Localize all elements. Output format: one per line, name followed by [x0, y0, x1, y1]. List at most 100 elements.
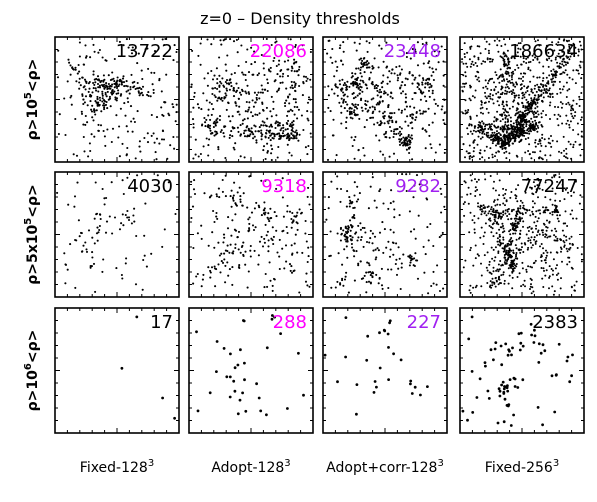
scatter-point [485, 214, 488, 217]
scatter-point [142, 258, 145, 262]
scatter-point [275, 120, 278, 123]
scatter-point [529, 241, 532, 244]
scatter-point [274, 41, 277, 44]
scatter-point [580, 116, 583, 119]
scatter-point [560, 248, 563, 250]
scatter-point [365, 281, 368, 284]
scatter-point [555, 43, 558, 46]
scatter-point [207, 266, 210, 269]
scatter-point [397, 108, 400, 111]
scatter-point [542, 211, 545, 214]
scatter-point [288, 102, 291, 105]
scatter-point [554, 373, 558, 377]
scatter-point [471, 95, 474, 98]
scatter-point [519, 42, 522, 45]
scatter-point [436, 264, 439, 267]
scatter-point [509, 238, 512, 241]
scatter-point [549, 93, 552, 96]
scatter-point [130, 73, 133, 76]
scatter-point [392, 253, 395, 256]
scatter-point [227, 102, 230, 105]
scatter-point [483, 149, 486, 152]
scatter-point [135, 315, 139, 319]
scatter-point [237, 230, 241, 233]
scatter-point [477, 135, 480, 138]
scatter-point [361, 65, 364, 68]
scatter-point [497, 211, 499, 214]
scatter-point [306, 260, 309, 264]
scatter-point [224, 63, 227, 66]
scatter-point [95, 89, 98, 92]
scatter-point [398, 143, 402, 146]
scatter-point [153, 50, 157, 53]
scatter-point [544, 196, 547, 199]
scatter-point [216, 99, 219, 102]
scatter-point [511, 222, 514, 225]
scatter-point [487, 397, 491, 400]
scatter-point [493, 125, 496, 128]
scatter-point [534, 84, 537, 87]
scatter-point [542, 92, 545, 94]
scatter-point [494, 211, 497, 214]
scatter-point [565, 39, 568, 42]
scatter-point [571, 115, 574, 118]
scatter-point [470, 63, 473, 65]
scatter-point [505, 92, 508, 95]
count-label: 77247 [521, 176, 578, 197]
scatter-point [508, 378, 512, 381]
scatter-point [150, 71, 153, 74]
scatter-point [551, 273, 554, 276]
scatter-point [252, 137, 255, 140]
scatter-point [220, 129, 223, 132]
scatter-point [492, 270, 495, 273]
scatter-point [390, 91, 393, 94]
scatter-point [425, 41, 428, 44]
scatter-point [342, 284, 345, 287]
scatter-point [468, 289, 471, 292]
scatter-point [489, 271, 492, 274]
scatter-point [295, 70, 298, 73]
scatter-point [76, 181, 79, 184]
scatter-point [546, 59, 549, 62]
scatter-point [526, 56, 529, 59]
scatter-point [403, 84, 407, 87]
scatter-point [409, 136, 412, 139]
scatter-point [223, 258, 226, 261]
scatter-point [397, 76, 400, 80]
scatter-point [419, 393, 422, 397]
scatter-point [250, 211, 254, 214]
scatter-point [279, 129, 282, 132]
scatter-point [261, 133, 264, 136]
scatter-point [530, 90, 533, 93]
scatter-point [209, 271, 212, 274]
scatter-point [425, 79, 428, 82]
scatter-point [218, 254, 221, 257]
scatter-point [203, 116, 206, 120]
scatter-point [542, 247, 544, 250]
scatter-point [522, 117, 525, 120]
scatter-point [400, 142, 403, 145]
scatter-point [393, 72, 396, 75]
scatter-point [232, 250, 235, 253]
scatter-point [293, 242, 296, 245]
scatter-point [430, 85, 433, 88]
row-label-post: <ρ> [25, 330, 41, 363]
scatter-point [246, 135, 249, 138]
scatter-point [480, 126, 483, 129]
scatter-point [225, 82, 229, 85]
scatter-point [219, 80, 222, 83]
scatter-point [524, 115, 527, 117]
scatter-point [248, 175, 251, 178]
scatter-point [514, 224, 516, 227]
scatter-point [522, 220, 525, 223]
scatter-point [532, 206, 534, 209]
scatter-point [288, 134, 291, 137]
scatter-point [410, 392, 414, 395]
scatter-point [285, 260, 288, 263]
scatter-point [559, 88, 561, 90]
scatter-point [247, 71, 251, 74]
scatter-point [93, 83, 96, 86]
scatter-point [109, 105, 112, 108]
scatter-point [227, 82, 230, 85]
